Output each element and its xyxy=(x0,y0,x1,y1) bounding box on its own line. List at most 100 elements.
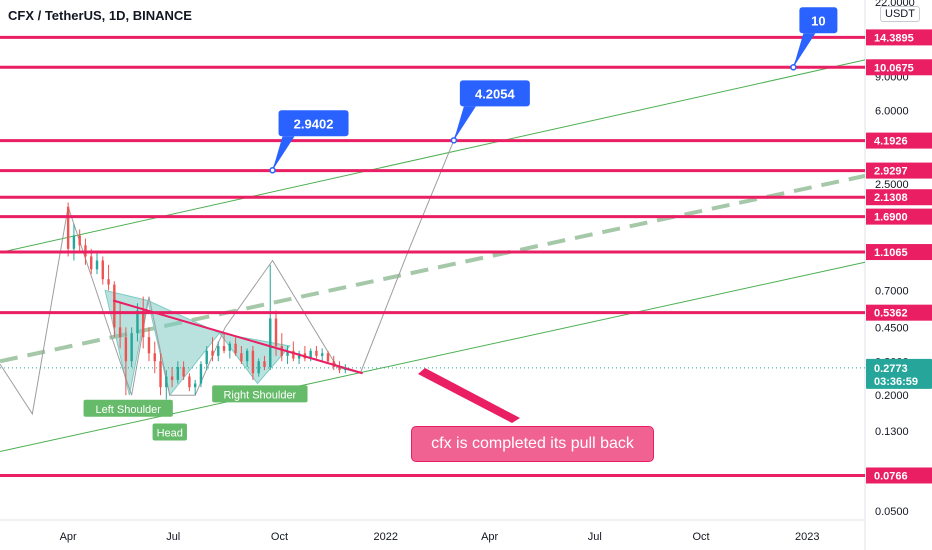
y-tick-label: 0.1300 xyxy=(875,426,909,438)
currency-button[interactable]: USDT xyxy=(880,6,920,22)
horizontal-level-tag xyxy=(866,467,932,484)
horizontal-level-label: 14.3895 xyxy=(874,32,914,44)
horizontal-level-tag xyxy=(866,162,932,179)
callout-tail xyxy=(453,106,476,141)
horizontal-level-label: 0.5362 xyxy=(874,308,908,320)
candle-body xyxy=(90,256,93,270)
y-tick-label: 0.4500 xyxy=(875,322,909,334)
candle-body xyxy=(274,318,278,347)
callout-label: 10 xyxy=(811,13,825,28)
candle-body xyxy=(211,350,214,356)
callout-anchor-dot xyxy=(269,167,276,174)
candle-body xyxy=(176,367,180,380)
candle-body xyxy=(245,350,249,362)
pattern-label: Right Shoulder xyxy=(223,389,296,401)
candle-body xyxy=(338,367,341,371)
horizontal-level-tag xyxy=(866,208,932,225)
candle-body xyxy=(315,350,318,356)
x-tick-label: Apr xyxy=(481,531,498,543)
head-shoulders-shape xyxy=(218,332,291,385)
horizontal-level-label: 1.1065 xyxy=(874,247,908,259)
candle-body xyxy=(147,337,151,354)
callout-label: 4.2054 xyxy=(475,86,516,101)
annotation-arrow xyxy=(418,368,520,423)
candle-body xyxy=(240,353,243,362)
candle-body xyxy=(251,350,255,374)
horizontal-level-label: 4.1926 xyxy=(874,136,908,148)
symbol-title: CFX / TetherUS, 1D, BINANCE xyxy=(8,8,192,23)
pattern-label: Left Shoulder xyxy=(95,404,161,416)
annotation-callout: cfx is completed its pull back xyxy=(411,426,654,462)
callout-box xyxy=(459,80,530,107)
candle-body xyxy=(217,346,220,356)
candle-body xyxy=(205,350,208,365)
candle-body xyxy=(72,235,76,249)
horizontal-level-tag xyxy=(866,304,932,321)
candle-body xyxy=(124,337,128,362)
y-tick-label: 0.7000 xyxy=(875,285,909,297)
candle-body xyxy=(321,353,324,356)
countdown-label: 03:36:59 xyxy=(874,376,918,388)
callout-box xyxy=(278,110,349,137)
candle-body xyxy=(182,367,185,377)
x-tick-label: Oct xyxy=(271,531,288,543)
candle-body xyxy=(188,376,191,388)
current-price-tag xyxy=(866,358,932,389)
candle-body xyxy=(78,235,81,246)
candle-body xyxy=(130,333,133,362)
price-axis-panel xyxy=(865,0,932,550)
x-tick-label: 2023 xyxy=(795,531,819,543)
candle-body xyxy=(66,206,70,249)
y-tick-label: 2.5000 xyxy=(875,179,909,191)
candle-body xyxy=(326,353,330,362)
y-tick-label: 0.0500 xyxy=(875,506,909,518)
x-tick-label: Apr xyxy=(60,531,77,543)
horizontal-level-tag xyxy=(866,59,932,76)
candle-body xyxy=(269,318,272,368)
x-tick-label: 2022 xyxy=(373,531,397,543)
x-tick-label: Jul xyxy=(588,531,602,543)
current-price-label: 0.2773 xyxy=(874,363,908,375)
horizontal-level-tag xyxy=(866,189,932,206)
candle-body xyxy=(199,364,203,384)
candle-body xyxy=(142,310,145,338)
candle-body xyxy=(297,353,301,359)
horizontal-level-label: 10.0675 xyxy=(874,62,914,74)
candle-body xyxy=(101,260,104,280)
candle-body xyxy=(165,376,168,388)
horizontal-level-label: 2.9297 xyxy=(874,166,908,178)
callout-anchor-dot xyxy=(790,64,797,71)
horizontal-level-label: 2.1308 xyxy=(874,192,908,204)
channel-line-lower xyxy=(0,261,866,453)
candle-body xyxy=(309,350,312,359)
horizontal-level-label: 0.0766 xyxy=(874,470,908,482)
head-shoulders-shape xyxy=(147,299,221,397)
candle-body xyxy=(95,260,99,270)
horizontal-level-label: 1.6900 xyxy=(874,212,908,224)
channel-line-upper xyxy=(0,59,866,254)
y-tick-label: 0.2000 xyxy=(875,390,909,402)
callout-tail xyxy=(272,136,295,171)
y-tick-label: 6.0000 xyxy=(875,106,909,118)
candle-body xyxy=(234,343,237,354)
candle-body xyxy=(193,383,197,388)
horizontal-level-tag xyxy=(866,132,932,149)
callout-anchor-dot xyxy=(450,137,458,144)
candle-body xyxy=(159,361,162,388)
candle-body xyxy=(113,284,116,328)
candle-body xyxy=(170,376,174,380)
pattern-label-box xyxy=(212,385,308,403)
pattern-label-box xyxy=(152,423,187,441)
horizontal-level-tag xyxy=(866,244,932,261)
candle-body xyxy=(153,353,156,362)
callout-tail xyxy=(793,33,816,68)
candle-body xyxy=(286,350,289,356)
callout-label: 2.9402 xyxy=(294,116,334,131)
candle-body xyxy=(222,346,226,351)
candle-body xyxy=(107,279,110,285)
candle-body xyxy=(118,327,122,338)
pattern-label: Head xyxy=(157,428,183,440)
x-tick-label: Jul xyxy=(166,531,180,543)
candle-body xyxy=(136,310,139,334)
